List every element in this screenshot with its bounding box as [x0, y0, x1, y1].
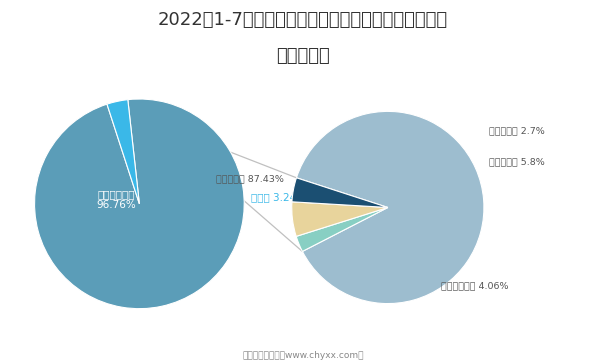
Wedge shape	[296, 111, 484, 304]
Text: 2022年1-7月陕西省发电量占全国比重及该地区各发电: 2022年1-7月陕西省发电量占全国比重及该地区各发电	[158, 11, 448, 29]
Text: 制图：智研咨询（www.chyxx.com）: 制图：智研咨询（www.chyxx.com）	[242, 351, 364, 360]
Text: 水力发电量 2.7%: 水力发电量 2.7%	[489, 126, 544, 135]
Text: 太阳能发电量 4.06%: 太阳能发电量 4.06%	[441, 282, 508, 291]
Text: 陕西省 3.24%: 陕西省 3.24%	[250, 193, 305, 202]
Text: 全国其他省份
96.76%: 全国其他省份 96.76%	[96, 189, 136, 210]
Wedge shape	[35, 99, 244, 309]
Text: 火力发电量 87.43%: 火力发电量 87.43%	[216, 174, 284, 183]
Text: 风力发电量 5.8%: 风力发电量 5.8%	[489, 157, 544, 166]
Wedge shape	[291, 202, 388, 236]
Wedge shape	[296, 207, 388, 252]
Wedge shape	[107, 100, 139, 204]
Wedge shape	[292, 178, 388, 207]
Text: 类型占比图: 类型占比图	[276, 47, 330, 65]
